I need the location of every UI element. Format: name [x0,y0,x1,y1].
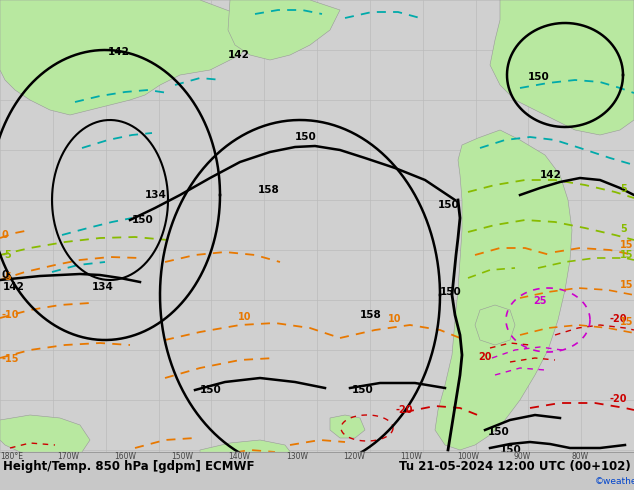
Polygon shape [435,130,572,450]
Text: 5: 5 [620,224,627,234]
Text: 150: 150 [440,287,462,297]
Text: -10: -10 [2,310,20,320]
Polygon shape [330,415,365,438]
Text: 15: 15 [620,317,633,327]
Text: 160W: 160W [114,452,136,461]
Text: -20: -20 [610,394,628,404]
Text: 170W: 170W [57,452,79,461]
Text: 150: 150 [200,385,222,395]
Text: 142: 142 [108,47,130,57]
Text: 110W: 110W [400,452,422,461]
Text: 100W: 100W [457,452,479,461]
Text: 15: 15 [620,280,633,290]
Text: 150: 150 [132,215,154,225]
Polygon shape [200,440,295,472]
Text: 150: 150 [295,132,317,142]
Text: 5: 5 [620,184,627,194]
Text: 10: 10 [238,312,252,322]
Text: 150W: 150W [171,452,193,461]
Text: 80W: 80W [571,452,588,461]
Text: Height/Temp. 850 hPa [gdpm] ECMWF: Height/Temp. 850 hPa [gdpm] ECMWF [3,460,254,473]
Polygon shape [475,305,515,345]
Polygon shape [0,0,260,115]
Text: 180°E: 180°E [0,452,23,461]
Text: 20: 20 [478,352,491,362]
Text: ©weatheronline.co.uk: ©weatheronline.co.uk [595,477,634,486]
Text: 134: 134 [145,190,167,200]
Polygon shape [0,415,90,460]
Text: 134: 134 [92,282,114,292]
Text: -20: -20 [396,405,413,415]
Text: 150: 150 [352,385,374,395]
Polygon shape [490,0,634,135]
Text: 15: 15 [620,250,633,260]
Text: 0: 0 [2,230,9,240]
Text: 142: 142 [540,170,562,180]
Text: 120W: 120W [343,452,365,461]
Text: 150: 150 [488,427,510,437]
Text: 130W: 130W [286,452,308,461]
Text: 140W: 140W [228,452,250,461]
Text: 158: 158 [258,185,280,195]
Text: 150: 150 [438,200,460,210]
Text: 158: 158 [360,310,382,320]
Text: 142: 142 [228,50,250,60]
Text: 150: 150 [528,72,550,82]
Text: 25: 25 [533,296,547,306]
Text: 10: 10 [388,314,401,324]
Text: 150: 150 [500,445,522,455]
Text: -15: -15 [2,354,20,364]
Text: 90W: 90W [514,452,531,461]
Text: 15: 15 [620,240,633,250]
Text: Tu 21-05-2024 12:00 UTC (00+102): Tu 21-05-2024 12:00 UTC (00+102) [399,460,631,473]
Polygon shape [228,0,340,60]
Text: -5: -5 [2,272,13,282]
Text: 142: 142 [3,282,25,292]
Text: 0: 0 [2,270,10,280]
Text: -20: -20 [610,314,628,324]
Text: -5: -5 [2,250,13,260]
